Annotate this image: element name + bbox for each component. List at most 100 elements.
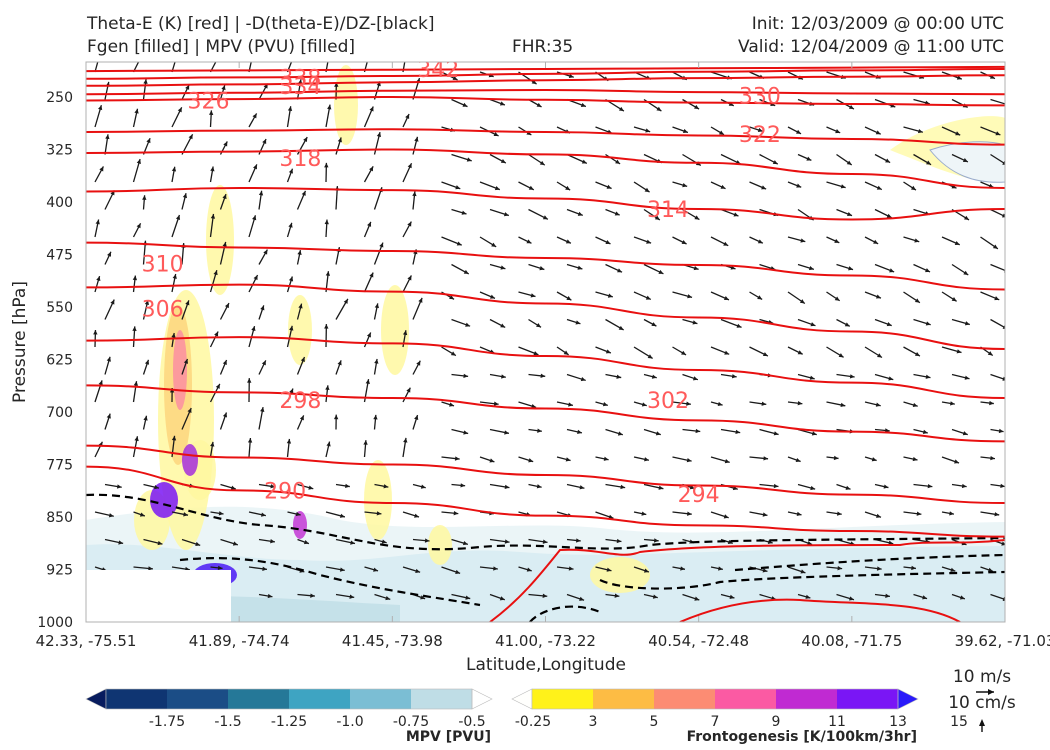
theta-e-label: 318 — [279, 147, 321, 172]
wind-vector-head — [647, 354, 653, 359]
wind-vector-head — [324, 324, 329, 329]
colorbar-swatch — [228, 689, 289, 709]
wind-vector-head — [876, 185, 882, 190]
wind-vector-head — [463, 269, 469, 274]
wind-vector-head — [951, 184, 957, 189]
wind-vector-head — [187, 407, 192, 413]
colorbar-extend-low — [85, 688, 107, 710]
wind-vector-head — [1007, 102, 1012, 106]
wind-vector-head — [373, 414, 378, 420]
wind-vector-head — [456, 241, 462, 246]
wind-vector-head — [349, 594, 355, 599]
colorbar-tick-label: 13 — [889, 714, 907, 730]
wind-vector-head — [175, 214, 181, 220]
y-tick-label: 1000 — [37, 615, 73, 631]
wind-vector-head — [412, 191, 417, 197]
wind-vector-head — [718, 566, 723, 571]
wind-vector-head — [415, 568, 421, 574]
wind-vector-head — [299, 415, 304, 421]
wind-vector-head — [450, 351, 456, 356]
wind-vector-head — [300, 356, 305, 362]
y-tick-label: 850 — [46, 510, 73, 526]
wind-vector-head — [580, 102, 586, 107]
terrain-blank — [86, 570, 231, 622]
theta-e-contour — [86, 74, 1005, 87]
colorbar-swatch — [715, 689, 776, 709]
theta-e-contour — [86, 88, 1005, 96]
wind-vector-head — [606, 567, 612, 572]
x-tick-label: 41.45, -73.98 — [342, 632, 443, 650]
wind-vector-head — [288, 276, 294, 282]
wind-vector-head — [885, 428, 890, 433]
wind-vector-head — [381, 539, 387, 544]
wind-vector-head — [350, 540, 356, 545]
wind-vector-head — [735, 429, 741, 435]
wind-vector-head — [989, 400, 994, 406]
wind-vector-head — [420, 595, 426, 600]
wind-vector-head — [720, 184, 726, 189]
wind-vector-head — [260, 305, 265, 311]
wind-vector-head — [499, 101, 505, 106]
wind-vector-head — [540, 373, 546, 378]
wind-vector-head — [644, 457, 649, 462]
dthetae-contour — [734, 553, 1005, 572]
wind-vector-head — [834, 296, 840, 301]
wind-vector-head — [580, 377, 586, 382]
fgen-blob — [334, 65, 358, 145]
wind-vector-head — [363, 440, 368, 445]
wind-vector-head — [504, 484, 510, 490]
wind-vector-head — [252, 113, 257, 119]
wind-vector-head — [998, 428, 1004, 434]
wind-vector-head — [1002, 376, 1005, 381]
wind-vector-head — [420, 484, 426, 489]
x-tick-label: 39.62, -71.03 — [955, 632, 1050, 650]
colorbar-tick-label: 3 — [589, 714, 598, 730]
wind-vector-head — [365, 379, 370, 384]
wind-vector-head — [575, 320, 581, 325]
colorbar-swatch — [289, 689, 350, 709]
wind-vector-head — [693, 265, 699, 271]
x-tick-label: 40.08, -71.75 — [801, 632, 902, 650]
colorbar-extend-high — [897, 688, 919, 710]
wind-vector-head — [876, 513, 882, 518]
y-tick-label: 700 — [46, 405, 73, 421]
wind-vector-head — [453, 511, 459, 516]
wind-vector-shaft — [990, 98, 1005, 105]
y-tick-label: 475 — [46, 248, 73, 264]
wind-vector-head — [416, 360, 421, 366]
colorbar-tick-label: -1.5 — [214, 714, 241, 730]
wind-vector-head — [912, 402, 918, 408]
wind-vector-head — [500, 323, 506, 328]
wind-vector-head — [914, 351, 920, 357]
colorbar-tick-label: -0.5 — [458, 714, 485, 730]
theta-e-contour — [86, 68, 1005, 80]
fgen-colorbar-label: Frontogenesis [K/100km/3hr] — [687, 729, 917, 745]
wind-vector-head — [210, 441, 215, 447]
wind-vector-head — [251, 326, 256, 332]
theta-e-label: 290 — [264, 479, 306, 504]
fgen-blob — [590, 557, 650, 593]
fgen-extreme-3 — [293, 511, 307, 539]
wind-vector-head — [406, 387, 411, 393]
colorbar-tick-label: 11 — [828, 714, 846, 730]
colorbar-tick-label: -1.75 — [149, 714, 185, 730]
wind-vector-head — [848, 104, 854, 110]
wind-scale-arrowhead-v — [979, 719, 985, 726]
wind-vector-head — [692, 320, 698, 325]
wind-vector-head — [289, 388, 294, 394]
wind-vector-head — [267, 593, 273, 599]
wind-vector-head — [289, 325, 294, 331]
wind-vector-head — [287, 106, 293, 112]
wind-vector-head — [369, 166, 374, 172]
wind-vector-head — [994, 512, 1000, 517]
wind-vector-head — [98, 105, 103, 111]
theta-e-label: 302 — [647, 389, 689, 414]
wind-vector-head — [954, 240, 960, 245]
wind-vector-head — [883, 484, 889, 489]
wind-vector-head — [325, 385, 330, 391]
title-left-line1: Theta-E (K) [red] | -D(theta-E)/DZ-[blac… — [87, 14, 435, 34]
wind-vector-head — [157, 540, 163, 546]
wind-vector-head — [133, 381, 139, 386]
wind-vector-head — [876, 566, 882, 571]
